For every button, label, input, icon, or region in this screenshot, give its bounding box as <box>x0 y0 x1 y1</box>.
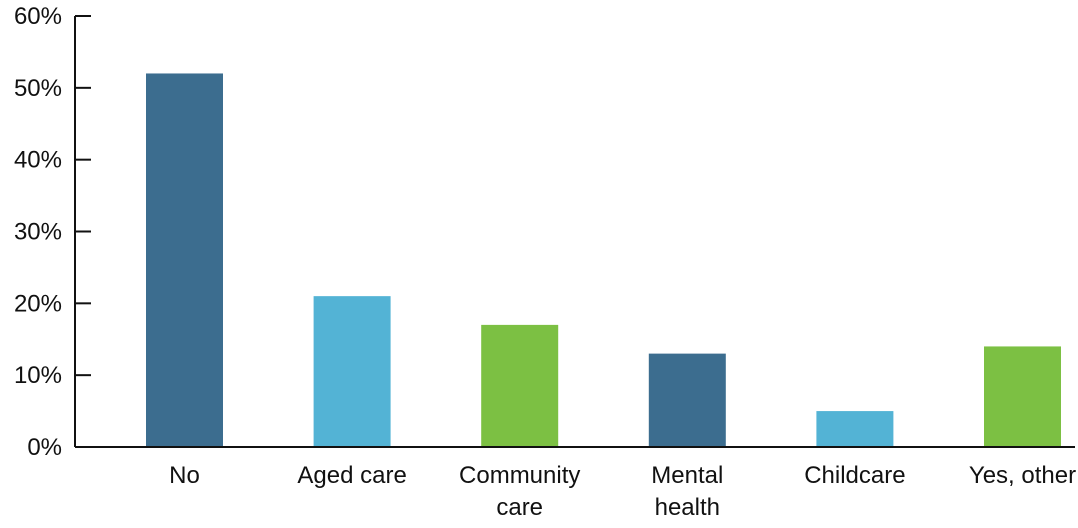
x-tick-label: Childcare <box>804 462 905 489</box>
bar <box>481 324 559 447</box>
x-tick-label: Mental health <box>651 462 723 521</box>
y-tick-label: 20% <box>14 290 62 317</box>
y-tick-label: 50% <box>14 75 62 102</box>
bar <box>648 353 726 447</box>
x-tick-label: Aged care <box>297 462 406 489</box>
x-tick-label: No <box>169 462 200 489</box>
bars-group <box>146 73 1061 447</box>
x-tick-label: Yes, other <box>969 462 1076 489</box>
x-axis-labels: No Aged care Community care Mental health Chil… <box>169 462 1076 521</box>
y-axis-ticks: 0% 10% 20% 30% 40% 50% 60% <box>14 3 91 461</box>
bar <box>816 411 894 447</box>
y-tick-label: 0% <box>27 434 62 461</box>
y-tick-label: 40% <box>14 147 62 174</box>
x-tick-label: Community care <box>459 462 580 521</box>
y-tick-label: 60% <box>14 3 62 30</box>
y-tick-label: 30% <box>14 219 62 246</box>
bar <box>984 346 1061 447</box>
y-tick-label: 10% <box>14 362 62 389</box>
bar <box>313 296 391 447</box>
bar <box>146 73 223 447</box>
